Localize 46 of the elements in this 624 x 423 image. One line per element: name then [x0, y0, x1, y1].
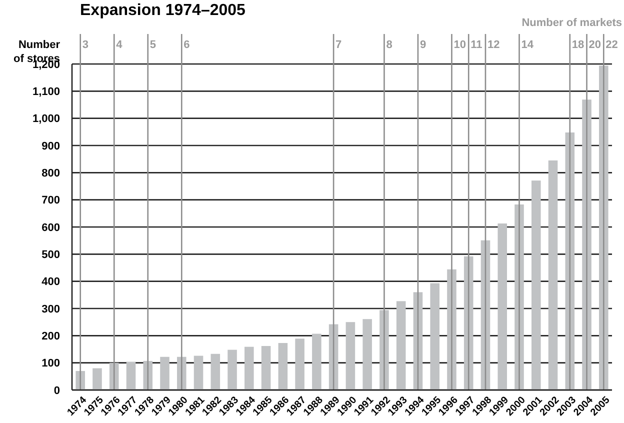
y-tick-label: 100: [42, 358, 60, 370]
bar: [548, 160, 558, 390]
y-tick-label: 1,000: [32, 113, 60, 126]
bar: [261, 346, 271, 390]
text: Number of markets: [522, 17, 622, 29]
bar: [92, 368, 102, 390]
bar: [396, 301, 406, 390]
ref-line-label: 12: [487, 39, 500, 51]
ref-line-label: 6: [184, 39, 190, 51]
ref-line-label: 9: [420, 39, 426, 51]
ref-line-label: 18: [572, 39, 584, 51]
ref-line-label: 3: [82, 39, 88, 51]
ref-line-label: 11: [470, 39, 482, 51]
bar: [346, 322, 356, 390]
bar: [430, 283, 440, 390]
bar: [362, 319, 372, 390]
ref-line-label: 5: [150, 39, 156, 51]
ref-line-label: 4: [116, 39, 124, 51]
bar: [210, 354, 220, 390]
y-tick-label: 800: [42, 168, 60, 180]
bar: [531, 180, 541, 390]
y-tick-label: 200: [42, 330, 60, 343]
bar: [295, 338, 304, 390]
y-tick-label: 500: [42, 249, 60, 262]
ref-line-label: 20: [588, 39, 602, 51]
bar: [312, 334, 322, 390]
bar: [126, 362, 136, 390]
ref-line-label: 22: [606, 39, 618, 51]
bar: [228, 350, 237, 390]
chart-title: Expansion 1974–2005: [80, 2, 246, 19]
bar: [278, 343, 288, 390]
y-tick-label: 1,100: [32, 86, 60, 98]
ref-line-label: 10: [454, 39, 466, 51]
ref-line-label: 14: [521, 39, 534, 51]
y-tick-label: 0: [54, 384, 60, 397]
bar: [194, 356, 204, 390]
y-tick-label: 400: [42, 276, 60, 288]
bar: [498, 223, 508, 390]
bar: [160, 356, 170, 390]
ref-line-label: 8: [386, 39, 392, 51]
bar: [244, 346, 254, 390]
y-tick-label: 300: [42, 303, 60, 316]
y-tick-label: 700: [42, 194, 60, 207]
ref-line-label: 7: [336, 39, 342, 51]
y-tick-label: 600: [42, 222, 60, 234]
y-tick-label: 900: [42, 140, 60, 152]
